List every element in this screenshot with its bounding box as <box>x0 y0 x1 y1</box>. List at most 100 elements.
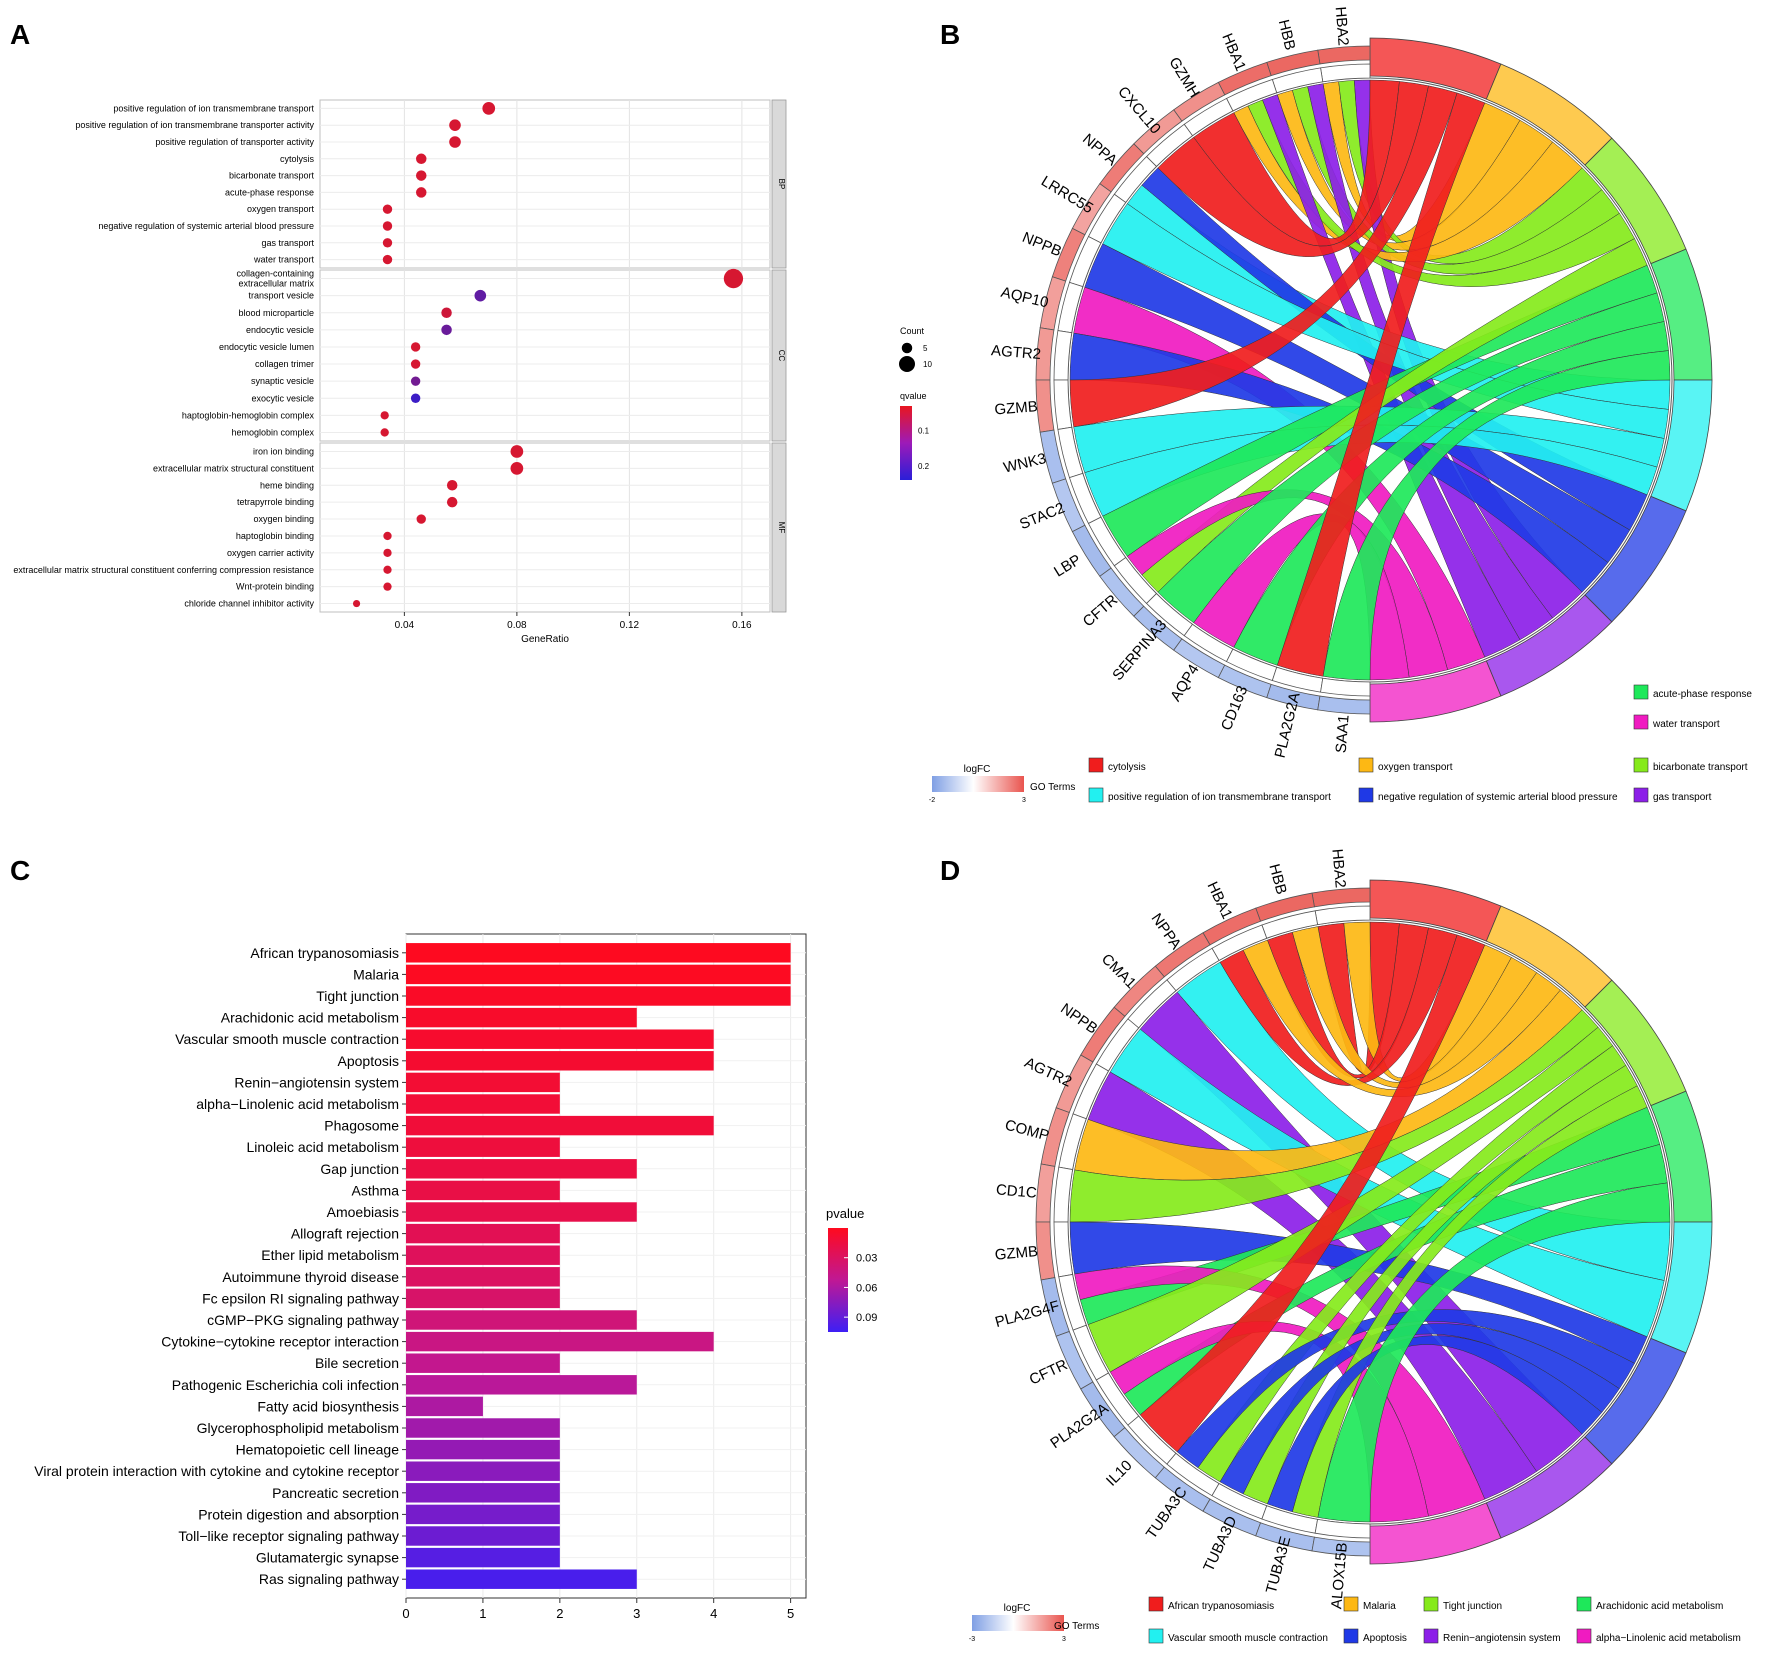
gene-logfc-arc-hba1 <box>1202 907 1262 946</box>
gene-logfc-arc-hbb <box>1255 892 1315 922</box>
bar-gap-junction <box>406 1159 637 1179</box>
term-label-collagen-trimer: collagen trimer <box>255 359 314 369</box>
gene-label-pla2g2a: PLA2G2A <box>1047 1400 1111 1452</box>
gene-label-lbp: LBP <box>1051 551 1084 580</box>
facet-mf: MF iron ion binding extracellular matrix s… <box>13 442 787 613</box>
legend-label-apoptosis: Apoptosis <box>1363 1633 1407 1644</box>
category-label-cytokine-cytokine-receptor-interaction: Cytokine−cytokine receptor interaction <box>161 1334 399 1350</box>
gene-label-hba2: HBA2 <box>1332 6 1352 46</box>
legend-label-tight-junction: Tight junction <box>1443 1601 1502 1612</box>
gene-logfc-arc-il10 <box>1113 1427 1165 1479</box>
gene-logfc-arc-agtr2 <box>1055 1054 1094 1114</box>
category-label-renin-angiotensin-system: Renin−angiotensin system <box>234 1074 399 1090</box>
gene-label-hbb: HBB <box>1265 862 1289 896</box>
bar-pathogenic-escherichia-coli-infection <box>406 1375 637 1395</box>
category-label-allograft-rejection: Allograft rejection <box>291 1226 399 1242</box>
legend-swatch-alpha-linolenic-acid-metabolism <box>1576 1628 1592 1644</box>
legend-swatch-bicarbonate-transport <box>1633 757 1649 773</box>
bar-glycerophospholipid-metabolism <box>406 1418 560 1438</box>
legend-label-renin-angiotensin-system: Renin−angiotensin system <box>1443 1633 1561 1644</box>
gene-label-tuba3d: TUBA3D <box>1200 1513 1240 1574</box>
term-label-oxygen-carrier-activity: oxygen carrier activity <box>227 548 315 558</box>
dot-bicarbonate-transport <box>416 170 427 181</box>
category-label-asthma: Asthma <box>352 1182 400 1198</box>
facet-panel-bg <box>319 269 771 442</box>
term-label-line: collagen-containing <box>236 269 314 279</box>
bar-hematopoietic-cell-lineage <box>406 1439 560 1460</box>
pvalue-tick-label: 0.03 <box>856 1253 877 1265</box>
gene-label-hba2: HBA2 <box>1328 848 1348 889</box>
term-label-negative-regulation-of-systemic-arterial-blood-pressure: negative regulation of systemic arterial… <box>98 221 314 231</box>
panel-label-c: C <box>10 855 30 886</box>
legend-label-arachidonic-acid-metabolism: Arachidonic acid metabolism <box>1596 1601 1723 1612</box>
pvalue-colorbar <box>828 1228 848 1332</box>
legend-swatch-gas-transport <box>1633 787 1649 803</box>
bar-glutamatergic-synapse <box>406 1547 560 1568</box>
bar-fc-epsilon-ri-signaling-pathway <box>406 1288 560 1309</box>
category-label-cgmp-pkg-signaling-pathway: cGMP−PKG signaling pathway <box>207 1312 399 1328</box>
category-label-glycerophospholipid-metabolism: Glycerophospholipid metabolism <box>197 1420 399 1436</box>
x-axis-title: GeneRatio <box>521 634 569 645</box>
legend-swatch-malaria <box>1343 1596 1359 1612</box>
gene-sector-cftr <box>1113 556 1158 605</box>
gene-sector-hbb <box>1261 910 1319 939</box>
bar-protein-digestion-and-absorption <box>406 1504 560 1525</box>
gene-logfc-arc-hba2 <box>1317 45 1371 65</box>
bar-phagosome <box>406 1115 714 1136</box>
legend-label-malaria: Malaria <box>1363 1601 1396 1612</box>
gene-logfc-arc-hbb <box>1266 49 1321 77</box>
gene-logfc-arc-nppa <box>1099 143 1145 193</box>
gene-label-gzmh: GZMH <box>1165 54 1203 101</box>
gene-label-nppb: NPPB <box>1057 1000 1100 1037</box>
gene-logfc-arc-pla2g4f <box>1040 1277 1070 1337</box>
chord-ribbon-alox15b-arachidonic-acid-metabolism <box>1317 1182 1671 1523</box>
dot-tetrapyrrole-binding <box>446 496 458 508</box>
dot-acute-phase-response <box>416 187 427 198</box>
category-label-autoimmune-thyroid-disease: Autoimmune thyroid disease <box>222 1269 399 1285</box>
gene-logfc-arc-alox15b <box>1311 1536 1371 1557</box>
category-label-african-trypanosomiasis: African trypanosomiasis <box>250 945 399 961</box>
panel-label-d: D <box>940 855 960 886</box>
gene-sector-pla2g2a <box>1095 1372 1140 1426</box>
facet-strip <box>771 99 787 269</box>
gene-logfc-arc-saa1 <box>1317 695 1371 715</box>
gene-sector-pla2g2a <box>1271 666 1324 693</box>
gene-logfc-arc-pla2g2a <box>1266 683 1321 711</box>
term-label-haptoglobin-binding: haptoglobin binding <box>236 531 314 541</box>
dot-wnt-protein-binding <box>383 582 392 591</box>
gene-label-cma1: CMA1 <box>1098 951 1139 992</box>
count-legend-dot <box>899 356 915 372</box>
gene-sector-nppb <box>1068 236 1102 288</box>
term-label-chloride-channel-inhibitor-activity: chloride channel inhibitor activity <box>184 599 314 609</box>
term-label-haptoglobin-hemoglobin-complex: haptoglobin-hemoglobin complex <box>182 410 315 420</box>
term-label-exocytic-vesicle: exocytic vesicle <box>251 393 314 403</box>
category-label-linoleic-acid-metabolism: Linoleic acid metabolism <box>246 1139 399 1155</box>
dot-endocytic-vesicle-lumen <box>410 342 421 352</box>
x-tick-label: 1 <box>479 1606 486 1621</box>
go-terms-legend-title: GO Terms <box>1030 782 1075 793</box>
dot-extracellular-matrix-structural-constituent <box>510 462 524 475</box>
gene-label-tuba3c: TUBA3C <box>1143 1484 1191 1542</box>
bar-autoimmune-thyroid-disease <box>406 1267 560 1287</box>
gene-logfc-arc-tuba3c <box>1154 1466 1211 1512</box>
legend-swatch-african-trypanosomiasis <box>1148 1596 1164 1612</box>
logfc-max-label: 3 <box>1062 1636 1066 1643</box>
dot-synaptic-vesicle <box>410 376 421 386</box>
gene-sector-hba2 <box>1320 63 1371 83</box>
gene-label-cd163: CD163 <box>1218 683 1252 733</box>
category-label-gap-junction: Gap junction <box>320 1161 399 1177</box>
gene-sector-agtr2 <box>1072 1063 1110 1120</box>
dot-negative-regulation-of-systemic-arterial-blood-pressure <box>382 221 393 231</box>
x-tick-label: 0.16 <box>732 620 752 631</box>
term-label-bicarbonate-transport: bicarbonate transport <box>229 171 315 181</box>
gene-label-tuba3e: TUBA3E <box>1263 1535 1295 1596</box>
gene-label-wnk3: WNK3 <box>1002 450 1048 477</box>
pvalue-tick-label: 0.09 <box>856 1312 877 1324</box>
qvalue-colorbar <box>900 406 912 480</box>
gene-label-saa1: SAA1 <box>1333 714 1353 754</box>
logfc-min-label: -3 <box>969 1636 975 1643</box>
term-label-oxygen-binding: oxygen binding <box>253 514 314 524</box>
bar-apoptosis <box>406 1051 714 1071</box>
legend-label-bicarbonate-transport: bicarbonate transport <box>1653 762 1748 773</box>
